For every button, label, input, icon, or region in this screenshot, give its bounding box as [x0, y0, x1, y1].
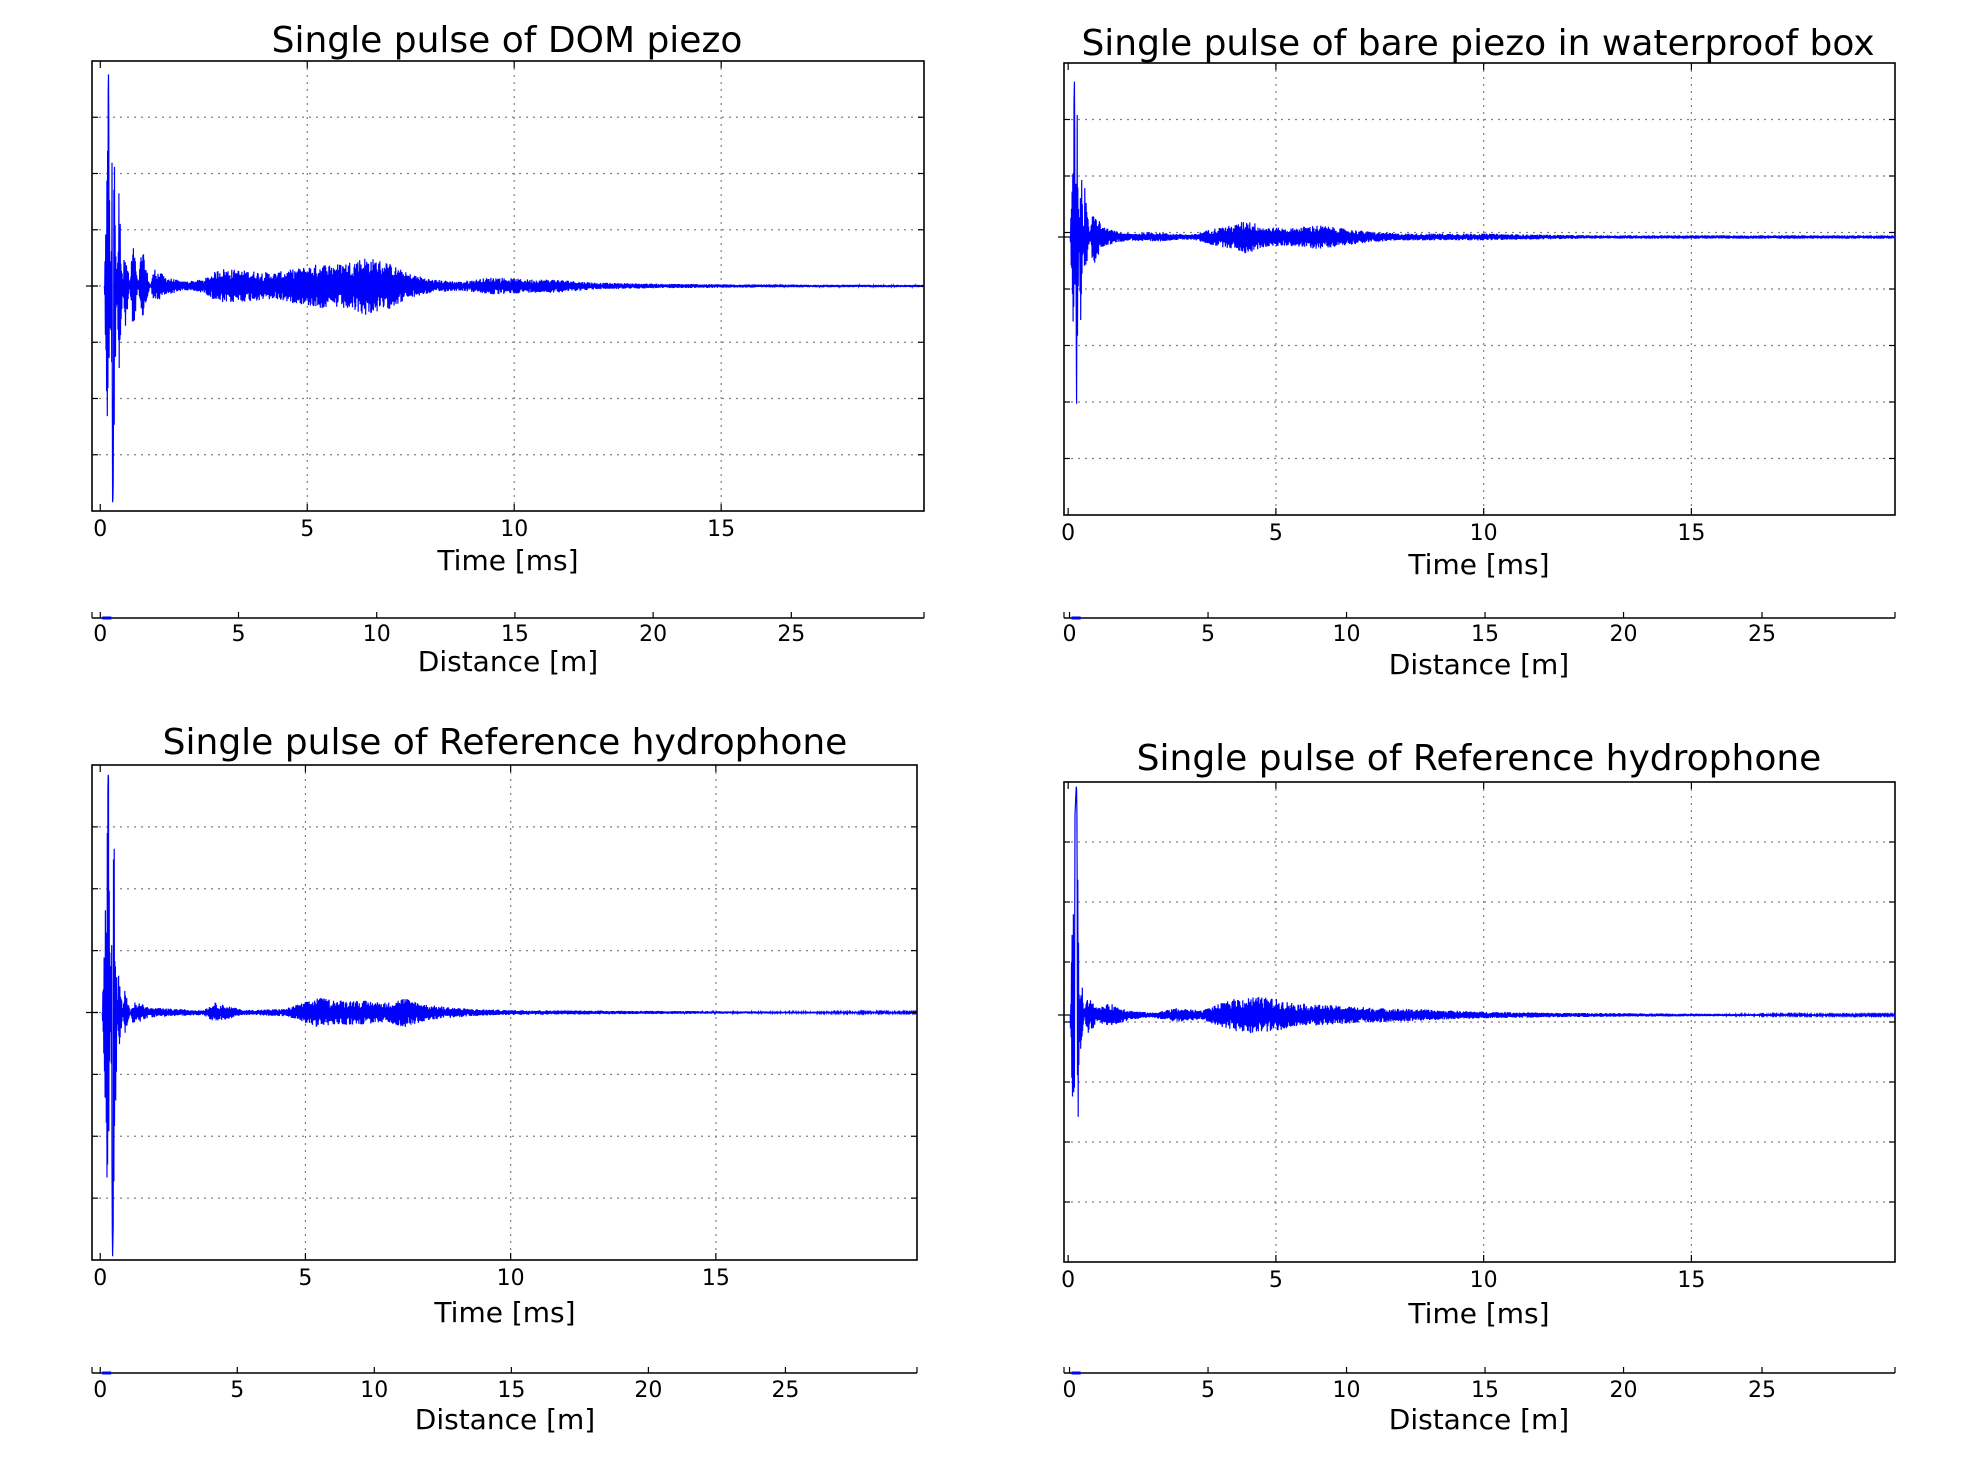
x-axis-label: Time [ms] [1407, 548, 1549, 581]
panel-title: Single pulse of Reference hydrophone [1137, 738, 1822, 779]
distance-tick-label: 10 [360, 1378, 388, 1403]
distance-tick-label: 5 [1201, 622, 1215, 647]
panel-title: Single pulse of Reference hydrophone [163, 722, 848, 763]
distance-tick-label: 20 [1610, 1378, 1638, 1403]
x-tick-label: 5 [300, 517, 314, 542]
distance-axis-label: Distance [m] [418, 645, 598, 678]
distance-tick-label: 20 [634, 1378, 662, 1403]
distance-tick-label: 0 [1063, 1378, 1077, 1403]
panel-reference-hydrophone-right: Single pulse of Reference hydrophone 0 5 1… [1058, 738, 1896, 1436]
panel-title: Single pulse of bare piezo in waterproof… [1081, 23, 1874, 64]
signal-waveform [1069, 81, 1896, 404]
x-tick-label: 15 [707, 517, 735, 542]
x-tick-label: 10 [497, 1266, 525, 1291]
x-tick-label: 15 [702, 1266, 730, 1291]
x-tick-label: 15 [1677, 1268, 1705, 1293]
signal-waveform [1069, 786, 1896, 1117]
x-tick-label: 5 [1269, 1268, 1283, 1293]
x-axis-label: Time [ms] [433, 1296, 575, 1329]
distance-tick-label: 15 [497, 1378, 525, 1403]
distance-tick-label: 10 [363, 622, 391, 647]
panel-title: Single pulse of DOM piezo [272, 20, 743, 61]
x-tick-label: 10 [1470, 521, 1498, 546]
distance-tick-label: 20 [1610, 622, 1638, 647]
distance-tick-label: 25 [777, 622, 805, 647]
x-tick-label: 15 [1677, 521, 1705, 546]
distance-tick-label: 20 [639, 622, 667, 647]
distance-tick-label: 25 [771, 1378, 799, 1403]
distance-tick-label: 5 [231, 622, 245, 647]
distance-tick-label: 25 [1748, 622, 1776, 647]
x-tick-label: 0 [1061, 1268, 1075, 1293]
x-tick-label: 0 [1061, 521, 1075, 546]
distance-tick-label: 5 [1201, 1378, 1215, 1403]
x-axis-label: Time [ms] [1407, 1297, 1549, 1330]
panel-dom-piezo: Single pulse of DOM piezo 0 5 10 15 Time [m… [86, 20, 925, 678]
x-tick-label: 5 [298, 1266, 312, 1291]
x-tick-label: 10 [1470, 1268, 1498, 1293]
panel-bare-piezo: Single pulse of bare piezo in waterproof… [1058, 23, 1896, 681]
panel-reference-hydrophone-left: Single pulse of Reference hydrophone 0 5 1… [86, 722, 918, 1436]
distance-axis-label: Distance [m] [1389, 1403, 1569, 1436]
distance-tick-label: 0 [1063, 622, 1077, 647]
x-tick-label: 10 [500, 517, 528, 542]
x-tick-label: 0 [93, 1266, 107, 1291]
distance-tick-label: 5 [230, 1378, 244, 1403]
distance-tick-label: 10 [1333, 622, 1361, 647]
x-tick-label: 5 [1269, 521, 1283, 546]
distance-tick-label: 15 [1471, 622, 1499, 647]
distance-tick-label: 10 [1333, 1378, 1361, 1403]
distance-tick-label: 15 [501, 622, 529, 647]
distance-axis-label: Distance [m] [415, 1403, 595, 1436]
distance-tick-label: 0 [93, 1378, 107, 1403]
x-axis-label: Time [ms] [436, 544, 578, 577]
distance-axis-label: Distance [m] [1389, 648, 1569, 681]
distance-tick-label: 15 [1471, 1378, 1499, 1403]
distance-tick-label: 0 [93, 622, 107, 647]
distance-tick-label: 25 [1748, 1378, 1776, 1403]
signal-waveform [103, 74, 925, 503]
x-tick-label: 0 [93, 517, 107, 542]
signal-waveform [101, 774, 918, 1257]
